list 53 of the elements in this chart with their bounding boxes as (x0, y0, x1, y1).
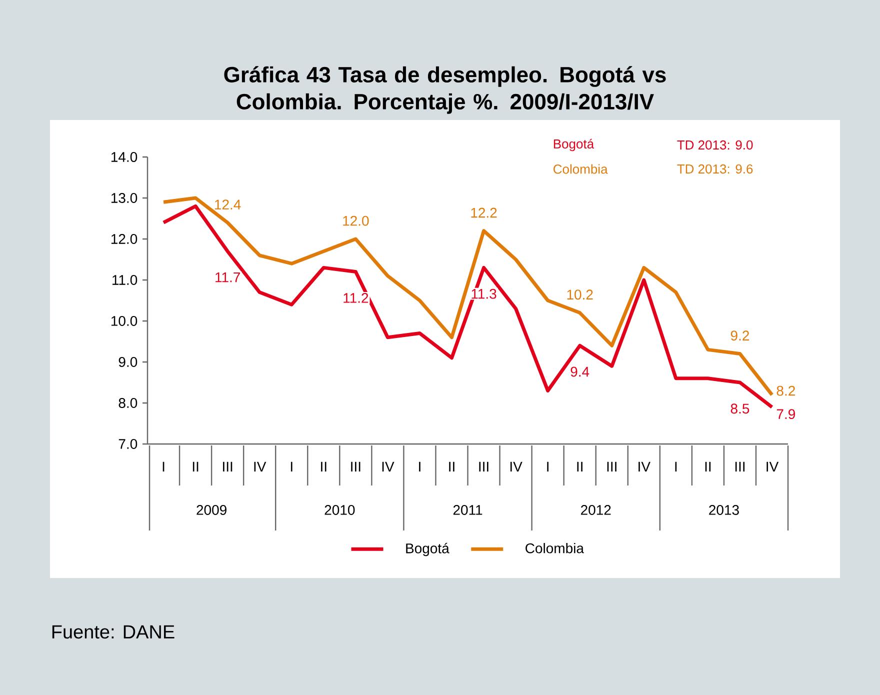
data-label: 12.4 (215, 200, 241, 210)
x-tick-label: III (223, 462, 232, 472)
y-tick-label: 10.0 (111, 316, 138, 326)
data-label: 8.5 (730, 404, 750, 414)
x-tick-label: I (675, 462, 677, 472)
x-tick-label: III (479, 462, 488, 472)
data-label: 11.2 (344, 292, 368, 303)
text: 2010 (324, 505, 355, 515)
data-label: 11.7 (216, 272, 240, 282)
y-tick-label: 7.0 (118, 439, 138, 449)
x-tick-label: II (192, 462, 198, 472)
data-label: 8.2 (776, 386, 795, 396)
x-tick-label: IV (766, 462, 779, 472)
x-tick-label: I (419, 462, 420, 472)
text: 2009 (196, 505, 226, 515)
legend-label: Bogotá (406, 542, 450, 556)
x-tick-label: IV (382, 462, 394, 472)
data-label: 12.2 (471, 208, 497, 218)
x-tick-label: IV (638, 462, 650, 472)
text: Bogotá (554, 138, 594, 152)
y-tick-label: 14.0 (111, 152, 138, 162)
x-tick-label: II (321, 462, 326, 472)
legend-label: Colombia (526, 542, 584, 554)
data-label: 12.0 (343, 216, 369, 226)
source-note: Fuente: DANE (52, 625, 174, 639)
text: 2013 (709, 505, 739, 515)
y-tick-label: 11.0 (112, 275, 138, 285)
x-tick-label: I (162, 462, 164, 472)
y-tick-label: 12.0 (111, 234, 138, 244)
text: TD 2013: 9.0 (677, 140, 753, 150)
x-tick-label: III (351, 462, 360, 472)
x-tick-label: II (577, 462, 582, 472)
y-tick-label: 8.0 (118, 398, 138, 408)
annotation: TD 2013: 9.6 (677, 164, 753, 174)
data-label: 9.2 (730, 330, 749, 341)
x-tick-label: I (290, 462, 292, 472)
x-tick-label: II (705, 462, 711, 472)
x-tick-label: IV (254, 462, 266, 472)
annotation: Colombia (554, 164, 608, 174)
text: 2011 (453, 505, 482, 515)
x-tick-label: IV (510, 462, 522, 472)
text: 2012 (580, 505, 611, 515)
data-label: 9.4 (570, 366, 590, 377)
data-label: 11.3 (472, 288, 496, 299)
x-tick-label: II (449, 462, 454, 472)
data-label: 10.2 (567, 290, 593, 300)
x-tick-label: III (607, 462, 616, 472)
data-label: 7.9 (776, 409, 795, 420)
y-tick-label: 9.0 (118, 357, 138, 367)
x-tick-label: I (547, 462, 548, 472)
y-tick-label: 13.0 (111, 193, 138, 203)
x-tick-label: III (735, 462, 745, 472)
chart-title: Gráfica 43 Tasa de desempleo. Bogotá vs Colombia. Porcentaje %. 2009/I-2013/IV (224, 66, 666, 114)
